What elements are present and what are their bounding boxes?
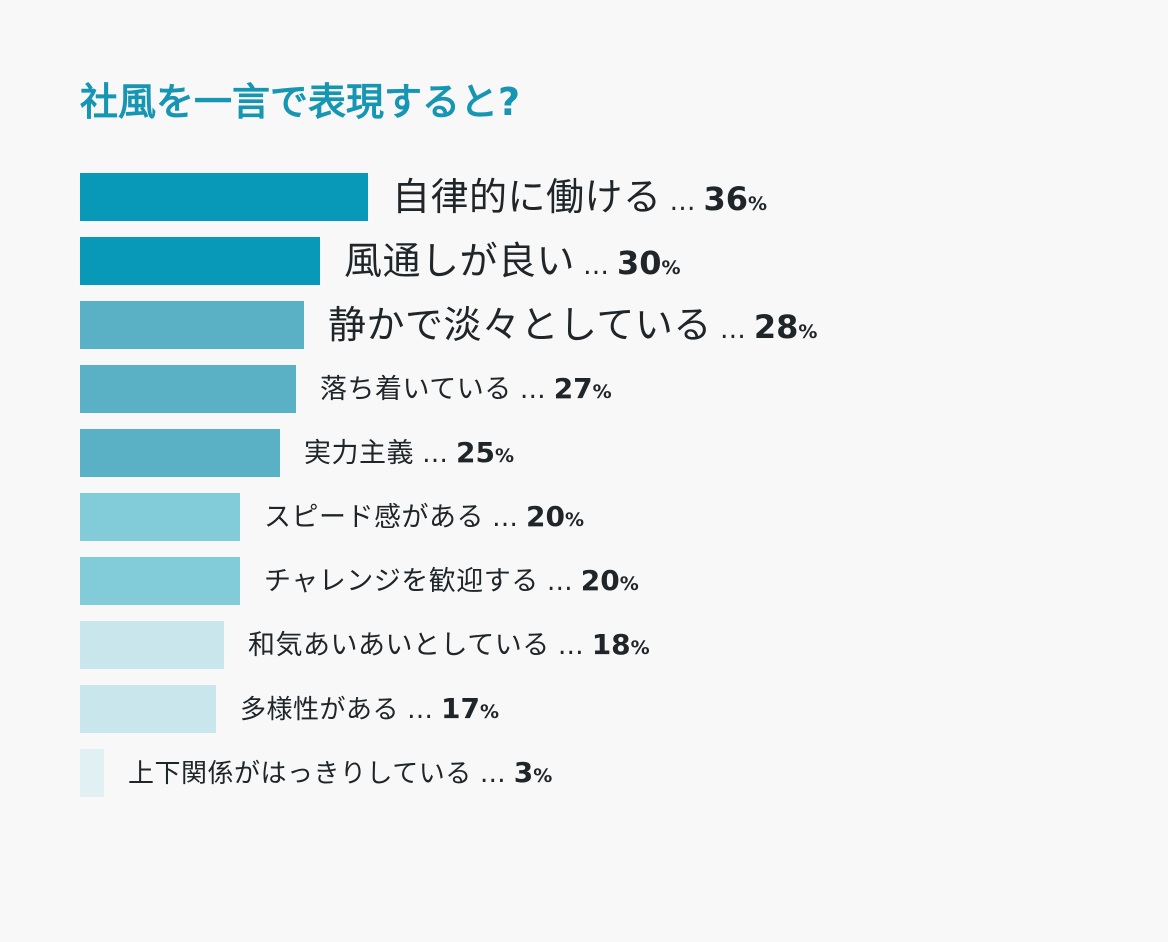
label-separator: …	[669, 187, 696, 217]
value-label: 20	[580, 564, 620, 597]
bar-label: 上下関係がはっきりしている… 3%	[128, 749, 552, 797]
bar-chart: 自律的に働ける… 36% 風通しが良い… 30% 静かで淡々としている… 28% 落ち着いて…	[80, 173, 1080, 813]
label-separator: …	[583, 251, 610, 281]
category-label: 風通しが良い	[344, 239, 576, 283]
bar	[80, 557, 240, 605]
bar-label: 自律的に働ける… 36%	[392, 173, 767, 221]
value-label: 27	[553, 372, 593, 405]
bar	[80, 493, 240, 541]
bar-label: スピード感がある … 20%	[264, 493, 584, 541]
value-unit: %	[479, 701, 500, 723]
chart-title: 社風を一言で表現すると?	[80, 80, 521, 124]
category-label: 自律的に働ける	[392, 175, 662, 219]
bar	[80, 365, 296, 413]
bar	[80, 237, 320, 285]
value-unit: %	[564, 509, 585, 531]
bar	[80, 301, 304, 349]
bar-label: チャレンジを歓迎する… 20%	[264, 557, 639, 605]
bar	[80, 685, 216, 733]
bar	[80, 621, 224, 669]
bar	[80, 429, 280, 477]
value-label: 17	[441, 692, 480, 725]
value-unit: %	[630, 637, 650, 659]
label-separator: …	[546, 567, 573, 597]
value-label: 28	[753, 308, 799, 346]
value-label: 3	[513, 756, 534, 789]
bar-label: 実力主義 … 25%	[304, 429, 514, 477]
label-separator: …	[557, 631, 584, 661]
value-unit: %	[748, 193, 768, 215]
value-label: 30	[617, 244, 662, 282]
label-separator: …	[407, 695, 434, 725]
category-label: 和気あいあいとしている	[248, 630, 550, 661]
category-label: 静かで淡々としている	[328, 303, 712, 347]
value-label: 20	[526, 500, 565, 533]
label-separator: …	[479, 759, 506, 789]
bar-label: 風通しが良い… 30%	[344, 237, 681, 285]
label-separator: …	[719, 315, 746, 345]
category-label: 上下関係がはっきりしている	[128, 759, 472, 789]
value-unit: %	[798, 321, 818, 343]
value-label: 18	[591, 628, 631, 661]
category-label: 多様性がある	[240, 695, 400, 725]
bar-label: 落ち着いている… 27%	[320, 365, 612, 413]
value-unit: %	[619, 573, 639, 595]
value-label: 36	[703, 180, 749, 218]
category-label: 実力主義	[304, 438, 414, 469]
value-unit: %	[494, 445, 515, 467]
label-separator: …	[492, 503, 518, 533]
category-label: チャレンジを歓迎する	[264, 566, 539, 597]
label-separator: …	[422, 439, 448, 469]
bar-label: 和気あいあいとしている… 18%	[248, 621, 650, 669]
bar-label: 静かで淡々としている… 28%	[328, 301, 817, 349]
bar	[80, 173, 368, 221]
label-separator: …	[519, 375, 546, 405]
value-unit: %	[592, 381, 612, 403]
category-label: 落ち着いている	[320, 374, 512, 405]
value-label: 25	[456, 436, 495, 469]
value-unit: %	[661, 257, 681, 279]
value-unit: %	[533, 765, 553, 787]
category-label: スピード感がある	[264, 502, 484, 533]
bar	[80, 749, 104, 797]
bar-label: 多様性がある… 17%	[240, 685, 499, 733]
